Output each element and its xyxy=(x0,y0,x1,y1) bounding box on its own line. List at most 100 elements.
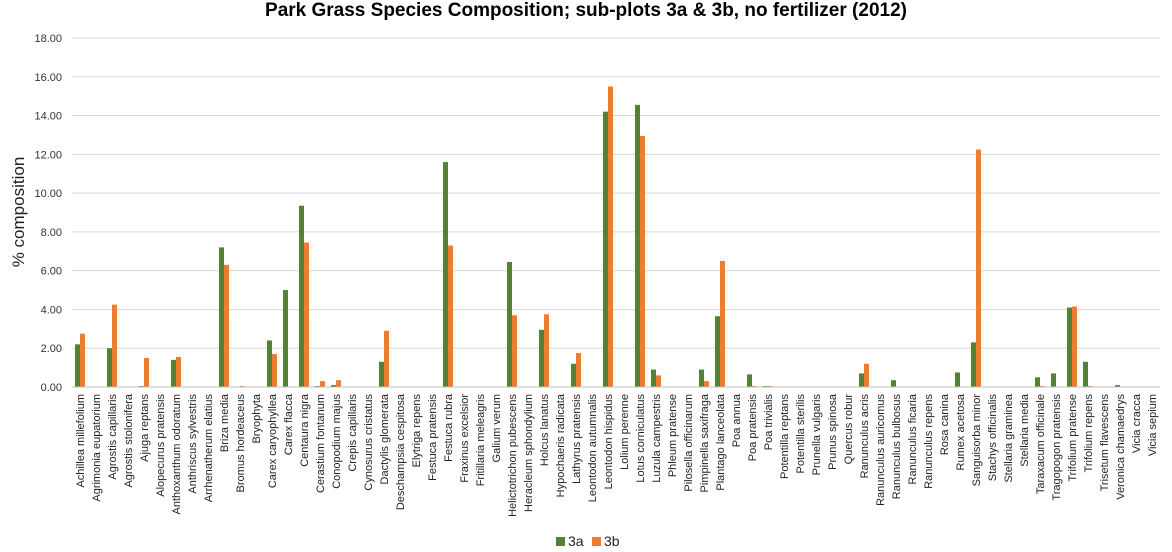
x-tick-label: Elytriga repens xyxy=(411,394,423,468)
bar-3a-holcus-lanatus xyxy=(539,329,544,387)
x-tick-label: Fraxinus excelsior xyxy=(459,394,471,483)
bar-3a-taraxacum-officinale xyxy=(1035,377,1040,387)
bar-3b-achillea-millefolium xyxy=(80,333,85,387)
bar-3a-helictotrichon-pubescens xyxy=(507,261,512,387)
x-tick-label: Agrimonia eupatorium xyxy=(91,394,103,502)
bar-3b-agrostis-capillaris xyxy=(112,304,117,387)
x-tick-label: Ranunculus acris xyxy=(859,394,871,479)
bar-3a-carex-caryophyllea xyxy=(267,340,272,387)
bar-3b-cerastium-fontanum xyxy=(320,381,325,387)
x-tick-label: Pilosella officinarum xyxy=(683,394,695,492)
bar-3a-festuca-rubra xyxy=(443,162,448,387)
x-tick-label: Prunella vulgaris xyxy=(811,394,823,476)
bar-3a-trifolium-pratense xyxy=(1067,307,1072,387)
bar-3a-plantago-lanceolata xyxy=(715,316,720,387)
bar-3b-briza-media xyxy=(224,264,229,387)
x-tick-label: Sanguisorba minor xyxy=(971,394,983,487)
x-tick-label: Quercus robur xyxy=(843,394,855,465)
x-tick-label: Ranunculus auricomus xyxy=(875,394,887,506)
chart-title: Park Grass Species Composition; sub-plot… xyxy=(265,0,907,21)
bar-3b-lotus-corniculatus xyxy=(640,135,645,387)
x-tick-label: Bryophyta xyxy=(251,393,263,443)
x-tick-label: Potentilla reptans xyxy=(779,394,791,479)
x-tick-label: Deschampsia cespitosa xyxy=(395,393,407,510)
x-tick-label: Trisetum flavescens xyxy=(1099,394,1111,492)
bar-3b-sanguisorba-minor xyxy=(976,149,981,387)
bar-3a-conopodium-majus xyxy=(331,385,336,387)
x-tick-label: Vicia cracca xyxy=(1131,393,1143,453)
bar-3b-luzula-campestris xyxy=(656,375,661,387)
x-tick-label: Alopecurus pratensis xyxy=(155,394,167,497)
bar-3a-poa-pratensis xyxy=(747,374,752,387)
x-tick-label: Rosa canina xyxy=(939,393,951,455)
bar-3b-plantago-lanceolata xyxy=(720,260,725,387)
x-tick-label: Potentilla sterilis xyxy=(795,394,807,474)
x-tick-label: Poa annua xyxy=(731,393,743,447)
legend: 3a 3b xyxy=(556,533,620,549)
x-tick-label: Cerastium fontanum xyxy=(315,394,327,493)
bar-3a-veronica-chamaedrys xyxy=(1115,385,1120,387)
y-tick-label: 4.00 xyxy=(41,304,62,316)
x-tick-label: Heracleum sphondylium xyxy=(523,394,535,512)
y-tick-label: 14.00 xyxy=(34,111,62,123)
x-tick-label: Lathyrus pratensis xyxy=(571,394,583,484)
x-tick-label: Agrostis stolonifera xyxy=(123,393,135,487)
x-tick-label: Prunus spinosa xyxy=(827,393,839,470)
bar-3a-rumex-acetosa xyxy=(955,372,960,387)
x-tick-label: Poa trivialis xyxy=(763,394,775,451)
x-tick-label: Briza media xyxy=(219,393,231,452)
bar-3b-pimpinella-saxifraga xyxy=(704,381,709,387)
bar-3a-centaura-nigra xyxy=(299,205,304,387)
x-tick-label: Dactylis glomerata xyxy=(379,393,391,484)
x-tick-label: Cynosurus cristatus xyxy=(363,394,375,491)
bar-3a-achillea-millefolium xyxy=(75,344,80,387)
bar-3a-pimpinella-saxifraga xyxy=(699,369,704,387)
x-tick-label: Vicia sepium xyxy=(1147,394,1159,456)
bar-3b-anthoxanthum-odoratum xyxy=(176,356,181,387)
y-tick-label: 18.00 xyxy=(34,33,62,45)
x-tick-label: Ranunculus ficaria xyxy=(907,393,919,484)
bar-3a-leontodon-hispidus xyxy=(603,111,608,387)
x-axis-ticks: Achillea millefolium Agrimonia eupatorium… xyxy=(75,393,1159,517)
x-tick-label: Taraxacum officinale xyxy=(1035,394,1047,494)
bar-3a-dactylis-glomerata xyxy=(379,361,384,387)
bar-3a-tragopogon-pratensis xyxy=(1051,373,1056,387)
bar-3b-carex-caryophyllea xyxy=(272,354,277,387)
bar-3b-helictotrichon-pubescens xyxy=(512,315,517,387)
x-tick-label: Carex caryophyllea xyxy=(267,393,279,488)
x-tick-label: Helictotrichon pubescens xyxy=(507,394,519,517)
x-tick-label: Phleum pratense xyxy=(667,394,679,477)
x-tick-label: Luzula campestris xyxy=(651,394,663,483)
bar-3a-ranunculus-acris xyxy=(859,373,864,387)
bar-3a-ranunculus-bulbosus xyxy=(891,380,896,387)
x-tick-label: Lolium perenne xyxy=(619,394,631,470)
bar-3a-briza-media xyxy=(219,247,224,387)
x-tick-label: Plantago lanceolata xyxy=(715,393,727,491)
x-tick-label: Leontodon autumnalis xyxy=(587,394,599,503)
bar-3b-centaura-nigra xyxy=(304,242,309,387)
x-tick-label: Achillea millefolium xyxy=(75,394,87,488)
x-tick-label: Stellaria graminea xyxy=(1003,393,1015,483)
y-axis-label: % composition xyxy=(9,157,28,268)
bar-3b-holcus-lanatus xyxy=(544,314,549,387)
x-tick-label: Galium verum xyxy=(491,394,503,462)
x-tick-label: Crepis capillaris xyxy=(347,394,359,472)
bar-3b-festuca-rubra xyxy=(448,245,453,387)
bar-3a-lotus-corniculatus xyxy=(635,104,640,388)
y-tick-label: 16.00 xyxy=(34,72,62,84)
bars xyxy=(75,86,1120,388)
y-axis-ticks: 0.00 2.00 4.00 6.00 8.00 10.00 12.00 14.00 16.00… xyxy=(34,33,62,394)
y-tick-label: 8.00 xyxy=(41,227,62,239)
x-tick-label: Anthoxanthum odoratum xyxy=(171,394,183,514)
x-tick-label: Bromus hordeaceus xyxy=(235,394,247,493)
x-tick-label: Agrostis capillaris xyxy=(107,394,119,480)
y-tick-label: 0.00 xyxy=(41,382,62,394)
x-tick-label: Rumex acetosa xyxy=(955,393,967,470)
x-tick-label: Stachys officinalis xyxy=(987,394,999,482)
x-tick-label: Pimpinella saxifraga xyxy=(699,393,711,492)
x-tick-label: Arrhenatherum elatius xyxy=(203,394,215,503)
x-tick-label: Lotus corniculatus xyxy=(635,394,647,483)
x-tick-label: Ranunculus bulbosus xyxy=(891,394,903,500)
bar-3a-lathyrus-pratensis xyxy=(571,363,576,387)
